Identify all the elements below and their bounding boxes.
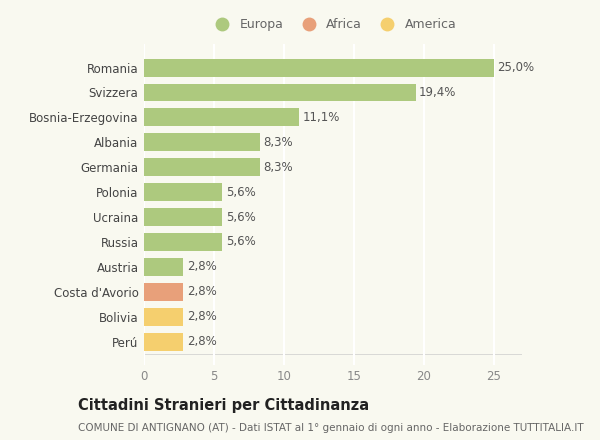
Text: 8,3%: 8,3%: [264, 136, 293, 149]
Text: 5,6%: 5,6%: [226, 186, 256, 198]
Text: 11,1%: 11,1%: [303, 111, 340, 124]
Bar: [144, 84, 416, 102]
Text: 25,0%: 25,0%: [497, 61, 535, 74]
Bar: [144, 133, 260, 151]
Bar: [144, 283, 183, 301]
Text: 5,6%: 5,6%: [226, 235, 256, 249]
Bar: [144, 333, 183, 351]
Bar: [144, 308, 183, 326]
Bar: [144, 208, 223, 226]
Text: 2,8%: 2,8%: [187, 260, 217, 273]
Text: 19,4%: 19,4%: [419, 86, 457, 99]
Legend: Europa, Africa, America: Europa, Africa, America: [210, 18, 456, 31]
Bar: [144, 108, 299, 126]
Bar: [144, 158, 260, 176]
Bar: [144, 233, 223, 251]
Text: Cittadini Stranieri per Cittadinanza: Cittadini Stranieri per Cittadinanza: [78, 398, 369, 413]
Text: 2,8%: 2,8%: [187, 335, 217, 348]
Bar: [144, 183, 223, 201]
Text: COMUNE DI ANTIGNANO (AT) - Dati ISTAT al 1° gennaio di ogni anno - Elaborazione : COMUNE DI ANTIGNANO (AT) - Dati ISTAT al…: [78, 423, 584, 433]
Text: 5,6%: 5,6%: [226, 211, 256, 224]
Bar: [144, 258, 183, 276]
Text: 2,8%: 2,8%: [187, 285, 217, 298]
Text: 8,3%: 8,3%: [264, 161, 293, 174]
Bar: [144, 59, 494, 77]
Text: 2,8%: 2,8%: [187, 310, 217, 323]
